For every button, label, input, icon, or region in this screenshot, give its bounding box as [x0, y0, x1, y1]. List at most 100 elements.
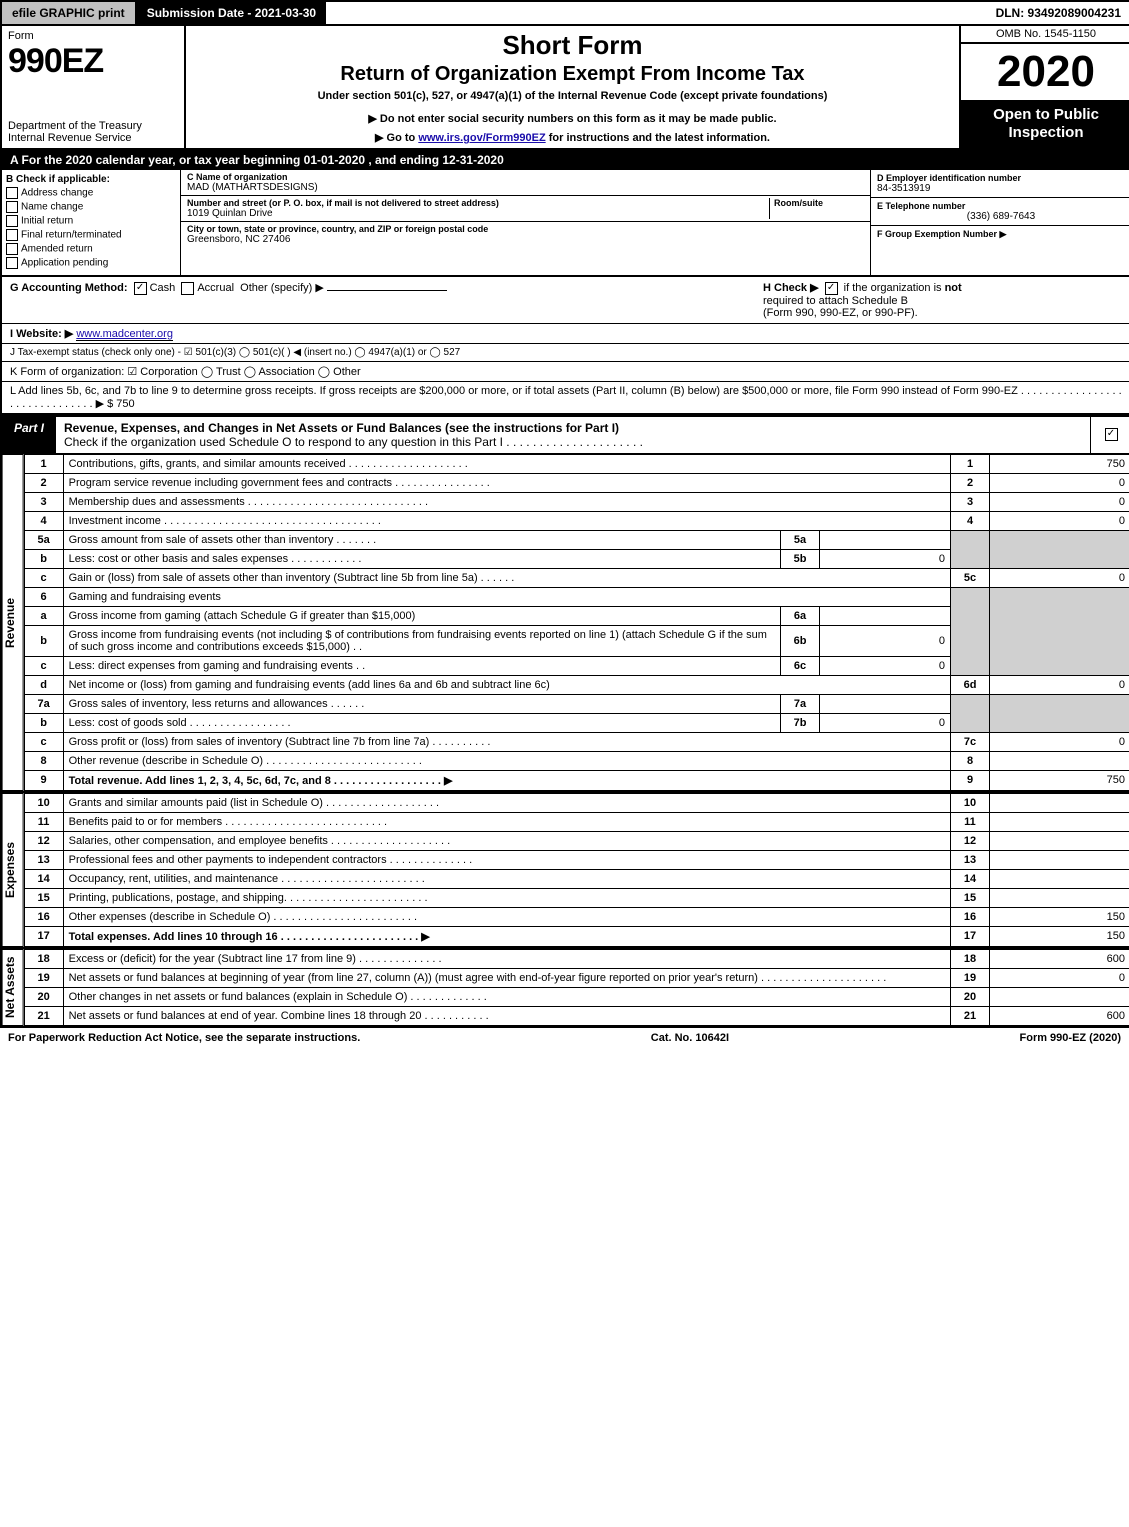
table-row: 4Investment income . . . . . . . . . . .…	[24, 511, 1129, 530]
check-accrual[interactable]	[181, 282, 194, 295]
check-cash[interactable]	[134, 282, 147, 295]
line-rn: 1	[951, 454, 990, 473]
line-num: 9	[24, 770, 63, 790]
line-num: b	[24, 549, 63, 568]
line-num: 10	[24, 793, 63, 812]
header-center: Short Form Return of Organization Exempt…	[186, 26, 959, 148]
shaded-cell	[951, 587, 990, 675]
table-row: 19Net assets or fund balances at beginni…	[24, 968, 1129, 987]
line-num: 12	[24, 831, 63, 850]
revenue-table: 1Contributions, gifts, grants, and simil…	[24, 454, 1129, 791]
line-desc: Grants and similar amounts paid (list in…	[63, 793, 950, 812]
line-value	[990, 869, 1129, 888]
check-application-pending[interactable]	[6, 257, 18, 269]
line-value: 0	[990, 473, 1129, 492]
line-num: 14	[24, 869, 63, 888]
line-rn: 12	[951, 831, 990, 850]
check-schedule-o[interactable]	[1105, 428, 1118, 441]
phone-value: (336) 689-7643	[877, 211, 1125, 222]
line-mid-v	[820, 606, 951, 625]
line-num: 20	[24, 987, 63, 1006]
table-row: 2Program service revenue including gover…	[24, 473, 1129, 492]
top-bar-spacer	[326, 2, 985, 24]
part-1-title: Revenue, Expenses, and Changes in Net As…	[56, 417, 1090, 453]
line-desc: Net assets or fund balances at end of ye…	[63, 1006, 950, 1025]
opt-cash: Cash	[150, 282, 176, 294]
table-row: 21Net assets or fund balances at end of …	[24, 1006, 1129, 1025]
netassets-section: Net Assets 18Excess or (deficit) for the…	[2, 947, 1129, 1026]
line-num: 19	[24, 968, 63, 987]
line-rn: 20	[951, 987, 990, 1006]
part-1-tab: Part I	[2, 417, 56, 453]
side-label-expenses: Expenses	[2, 793, 24, 947]
line-mid-v: 0	[820, 625, 951, 656]
line-desc: Total revenue. Add lines 1, 2, 3, 4, 5c,…	[63, 770, 950, 790]
table-row: 10Grants and similar amounts paid (list …	[24, 793, 1129, 812]
header-right: OMB No. 1545-1150 2020 Open to Public In…	[959, 26, 1129, 148]
footer-left: For Paperwork Reduction Act Notice, see …	[8, 1032, 360, 1044]
line-mid-n: 6b	[781, 625, 820, 656]
line-value	[990, 987, 1129, 1006]
line-desc: Occupancy, rent, utilities, and maintena…	[63, 869, 950, 888]
check-address-change[interactable]	[6, 187, 18, 199]
line-num: 3	[24, 492, 63, 511]
line-value: 0	[990, 732, 1129, 751]
opt-accrual: Accrual	[197, 282, 234, 294]
box-e-label: E Telephone number	[877, 201, 1125, 211]
line-desc: Gross income from fundraising events (no…	[63, 625, 780, 656]
side-label-netassets: Net Assets	[2, 949, 24, 1026]
submission-date-button[interactable]: Submission Date - 2021-03-30	[137, 2, 326, 24]
table-row: 3Membership dues and assessments . . . .…	[24, 492, 1129, 511]
check-amended-return[interactable]	[6, 243, 18, 255]
line-mid-n: 7b	[781, 713, 820, 732]
goto-instructions: ▶ Go to www.irs.gov/Form990EZ for instru…	[375, 131, 770, 144]
line-desc: Membership dues and assessments . . . . …	[63, 492, 950, 511]
line-desc: Less: direct expenses from gaming and fu…	[63, 656, 780, 675]
line-value: 0	[990, 511, 1129, 530]
line-num: d	[24, 675, 63, 694]
line-num: 7a	[24, 694, 63, 713]
other-specify-field[interactable]	[327, 290, 447, 291]
line-num: 18	[24, 949, 63, 968]
line-value: 750	[990, 770, 1129, 790]
opt-amended-return: Amended return	[21, 244, 93, 255]
irs-link[interactable]: www.irs.gov/Form990EZ	[418, 132, 545, 144]
opt-other: Other (specify) ▶	[240, 282, 324, 294]
check-name-change[interactable]	[6, 201, 18, 213]
row-j: J Tax-exempt status (check only one) - ☑…	[2, 344, 1129, 362]
efile-print-button[interactable]: efile GRAPHIC print	[2, 2, 137, 24]
expenses-section: Expenses 10Grants and similar amounts pa…	[2, 791, 1129, 947]
website-link[interactable]: www.madcenter.org	[76, 328, 173, 341]
check-h[interactable]	[825, 282, 838, 295]
row-k: K Form of organization: ☑ Corporation ◯ …	[2, 362, 1129, 382]
line-mid-v: 0	[820, 713, 951, 732]
line-desc: Benefits paid to or for members . . . . …	[63, 812, 950, 831]
omb-number: OMB No. 1545-1150	[961, 26, 1129, 44]
revenue-section: Revenue 1Contributions, gifts, grants, a…	[2, 454, 1129, 791]
check-final-return[interactable]	[6, 229, 18, 241]
shaded-cell	[951, 694, 990, 732]
goto-post: for instructions and the latest informat…	[549, 132, 770, 144]
line-rn: 5c	[951, 568, 990, 587]
line-desc: Program service revenue including govern…	[63, 473, 950, 492]
opt-name-change: Name change	[21, 202, 83, 213]
line-value: 150	[990, 926, 1129, 946]
line-desc: Salaries, other compensation, and employ…	[63, 831, 950, 850]
info-grid: B Check if applicable: Address change Na…	[2, 170, 1129, 277]
return-title: Return of Organization Exempt From Incom…	[340, 63, 804, 86]
table-row: 16Other expenses (describe in Schedule O…	[24, 907, 1129, 926]
line-rn: 3	[951, 492, 990, 511]
line-value: 0	[990, 568, 1129, 587]
line-num: b	[24, 713, 63, 732]
line-value	[990, 793, 1129, 812]
box-f-label: F Group Exemption Number ▶	[877, 229, 1125, 240]
shaded-cell	[990, 587, 1129, 675]
netassets-table: 18Excess or (deficit) for the year (Subt…	[24, 949, 1129, 1026]
line-rn: 10	[951, 793, 990, 812]
line-num: 6	[24, 587, 63, 606]
table-row: 15Printing, publications, postage, and s…	[24, 888, 1129, 907]
line-value	[990, 831, 1129, 850]
table-row: 1Contributions, gifts, grants, and simil…	[24, 454, 1129, 473]
check-initial-return[interactable]	[6, 215, 18, 227]
line-rn: 2	[951, 473, 990, 492]
